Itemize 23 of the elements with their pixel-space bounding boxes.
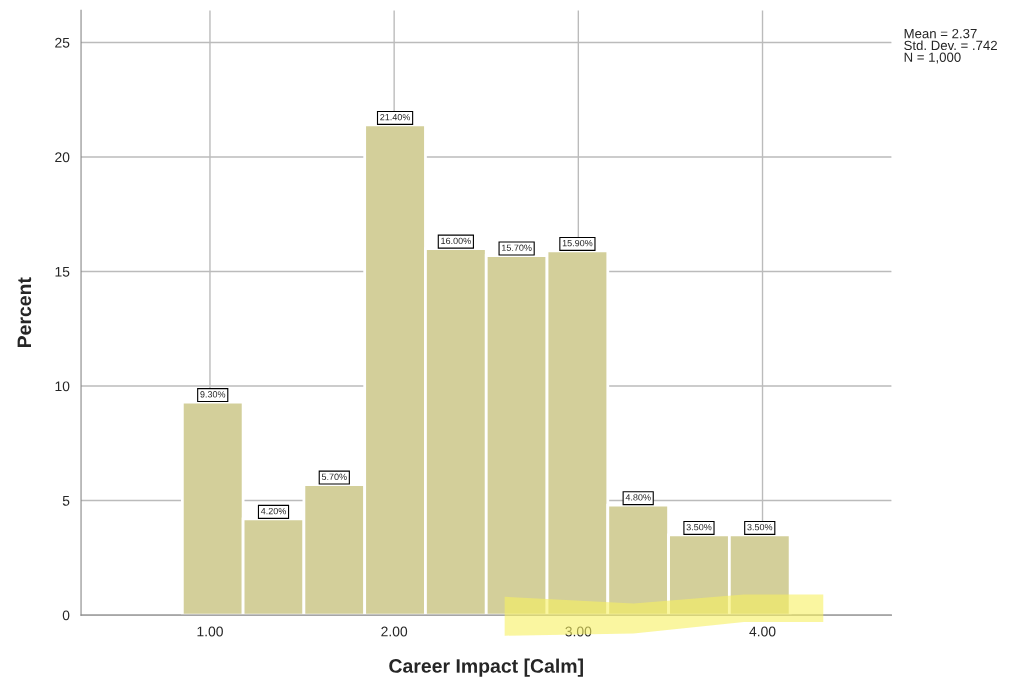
data-label: 3.50% — [747, 523, 773, 531]
data-label: 15.70% — [502, 244, 532, 251]
data-label: 9.30% — [200, 391, 226, 398]
x-tick-label: 3.00 — [565, 626, 592, 637]
y-tick-label: 25 — [55, 37, 70, 48]
x-tick-label: 2.00 — [381, 626, 408, 637]
y-tick-label: 15 — [55, 267, 70, 277]
data-label: 4.80% — [625, 494, 651, 501]
data-label: 5.70% — [321, 473, 347, 480]
data-label: 21.40% — [380, 113, 411, 121]
data-label: 16.00% — [441, 237, 471, 245]
x-tick-label: 1.00 — [197, 626, 223, 637]
y-tick-label: 5 — [62, 496, 70, 506]
data-label: 4.20% — [260, 507, 286, 515]
y-tick-label: 20 — [55, 152, 70, 163]
y-tick-label: 10 — [55, 381, 70, 392]
y-axis-title: Percent — [17, 277, 32, 348]
text: Mean = 2.37 Std. Dev. = .742 N = 1,000 — [904, 28, 997, 64]
x-axis-title: Career Impact [Calm] — [389, 658, 583, 677]
data-label: 15.90% — [562, 239, 593, 247]
x-tick-label: 4.00 — [749, 626, 776, 637]
data-label: 3.50% — [686, 523, 712, 531]
y-tick-label: 0 — [62, 610, 70, 621]
